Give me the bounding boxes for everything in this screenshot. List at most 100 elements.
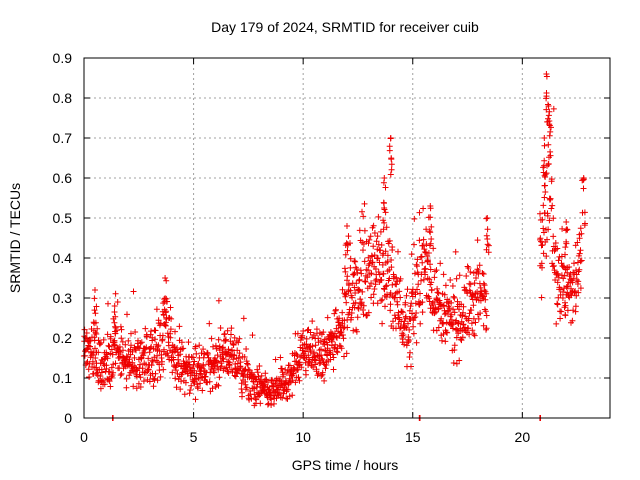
data-point (110, 339, 117, 346)
x-tick-label: 5 (190, 429, 198, 445)
data-point (560, 275, 567, 282)
data-point (88, 352, 95, 359)
data-point (360, 302, 367, 309)
data-point (433, 267, 440, 274)
data-point (107, 333, 114, 340)
data-point (419, 309, 426, 316)
data-point (452, 248, 459, 255)
data-point (460, 303, 467, 310)
data-point (554, 300, 561, 307)
data-point (463, 273, 470, 279)
data-point (321, 377, 328, 384)
data-point (367, 233, 374, 240)
data-point (160, 366, 167, 373)
data-point (331, 330, 338, 337)
chart-title: Day 179 of 2024, SRMTID for receiver cui… (211, 19, 479, 35)
data-point (215, 297, 222, 304)
data-point (105, 342, 112, 349)
data-point (464, 263, 471, 270)
data-point (231, 352, 237, 359)
data-point (484, 226, 491, 233)
data-point (472, 319, 479, 326)
data-point (339, 332, 346, 338)
data-point (319, 356, 326, 363)
data-point (100, 336, 107, 343)
data-point (225, 370, 232, 376)
data-point (128, 342, 134, 349)
data-point (112, 330, 119, 337)
data-point (473, 275, 479, 281)
data-point (379, 296, 386, 303)
data-point (414, 256, 421, 263)
data-point (133, 366, 140, 373)
data-point (383, 224, 390, 231)
data-point (187, 387, 194, 393)
data-point (339, 286, 346, 293)
data-point (133, 347, 139, 354)
data-point (483, 312, 490, 319)
data-point (437, 260, 444, 267)
data-point (485, 242, 492, 249)
data-point (402, 299, 409, 306)
data-point (150, 383, 157, 390)
data-point (107, 383, 114, 390)
data-point (387, 307, 394, 314)
data-point (379, 261, 386, 268)
data-point (378, 276, 385, 283)
data-point (555, 274, 562, 281)
data-point (196, 364, 203, 371)
data-point (181, 391, 188, 398)
data-point (370, 222, 377, 229)
data-point (146, 378, 153, 385)
data-point (253, 396, 260, 403)
data-point (101, 381, 108, 388)
data-point (155, 342, 162, 349)
data-point (108, 374, 115, 381)
data-point (554, 301, 561, 308)
data-point (90, 327, 97, 334)
data-point (309, 343, 316, 350)
data-point (428, 286, 435, 293)
data-point (272, 356, 279, 363)
data-point (552, 240, 559, 246)
data-point (413, 310, 420, 316)
data-point (575, 278, 582, 285)
data-point (382, 283, 389, 290)
data-point (468, 320, 475, 327)
data-point (540, 202, 547, 209)
data-point (311, 349, 317, 356)
data-point (292, 379, 299, 386)
data-point (355, 304, 362, 311)
data-point (563, 284, 570, 290)
data-point (308, 359, 315, 366)
data-point (336, 332, 343, 339)
data-point (402, 313, 409, 320)
data-point (137, 384, 144, 390)
data-point (149, 358, 156, 365)
data-point (361, 227, 368, 234)
data-point (114, 299, 121, 305)
data-point (159, 332, 166, 339)
data-point (419, 259, 426, 266)
data-point (290, 370, 297, 377)
data-point (372, 266, 379, 272)
data-point (135, 380, 142, 387)
data-point (218, 360, 225, 367)
data-point (471, 280, 478, 287)
data-point (172, 328, 178, 335)
data-point (384, 252, 391, 259)
data-point (407, 316, 414, 323)
data-point (161, 296, 168, 303)
data-point (232, 373, 239, 380)
data-point (376, 271, 383, 278)
data-point (474, 294, 481, 301)
data-point (360, 247, 366, 254)
data-point (97, 360, 104, 367)
data-point (362, 272, 369, 279)
data-point (453, 360, 460, 367)
data-point (340, 325, 347, 332)
data-point (111, 303, 118, 309)
data-point (256, 363, 263, 369)
data-point (324, 314, 331, 321)
